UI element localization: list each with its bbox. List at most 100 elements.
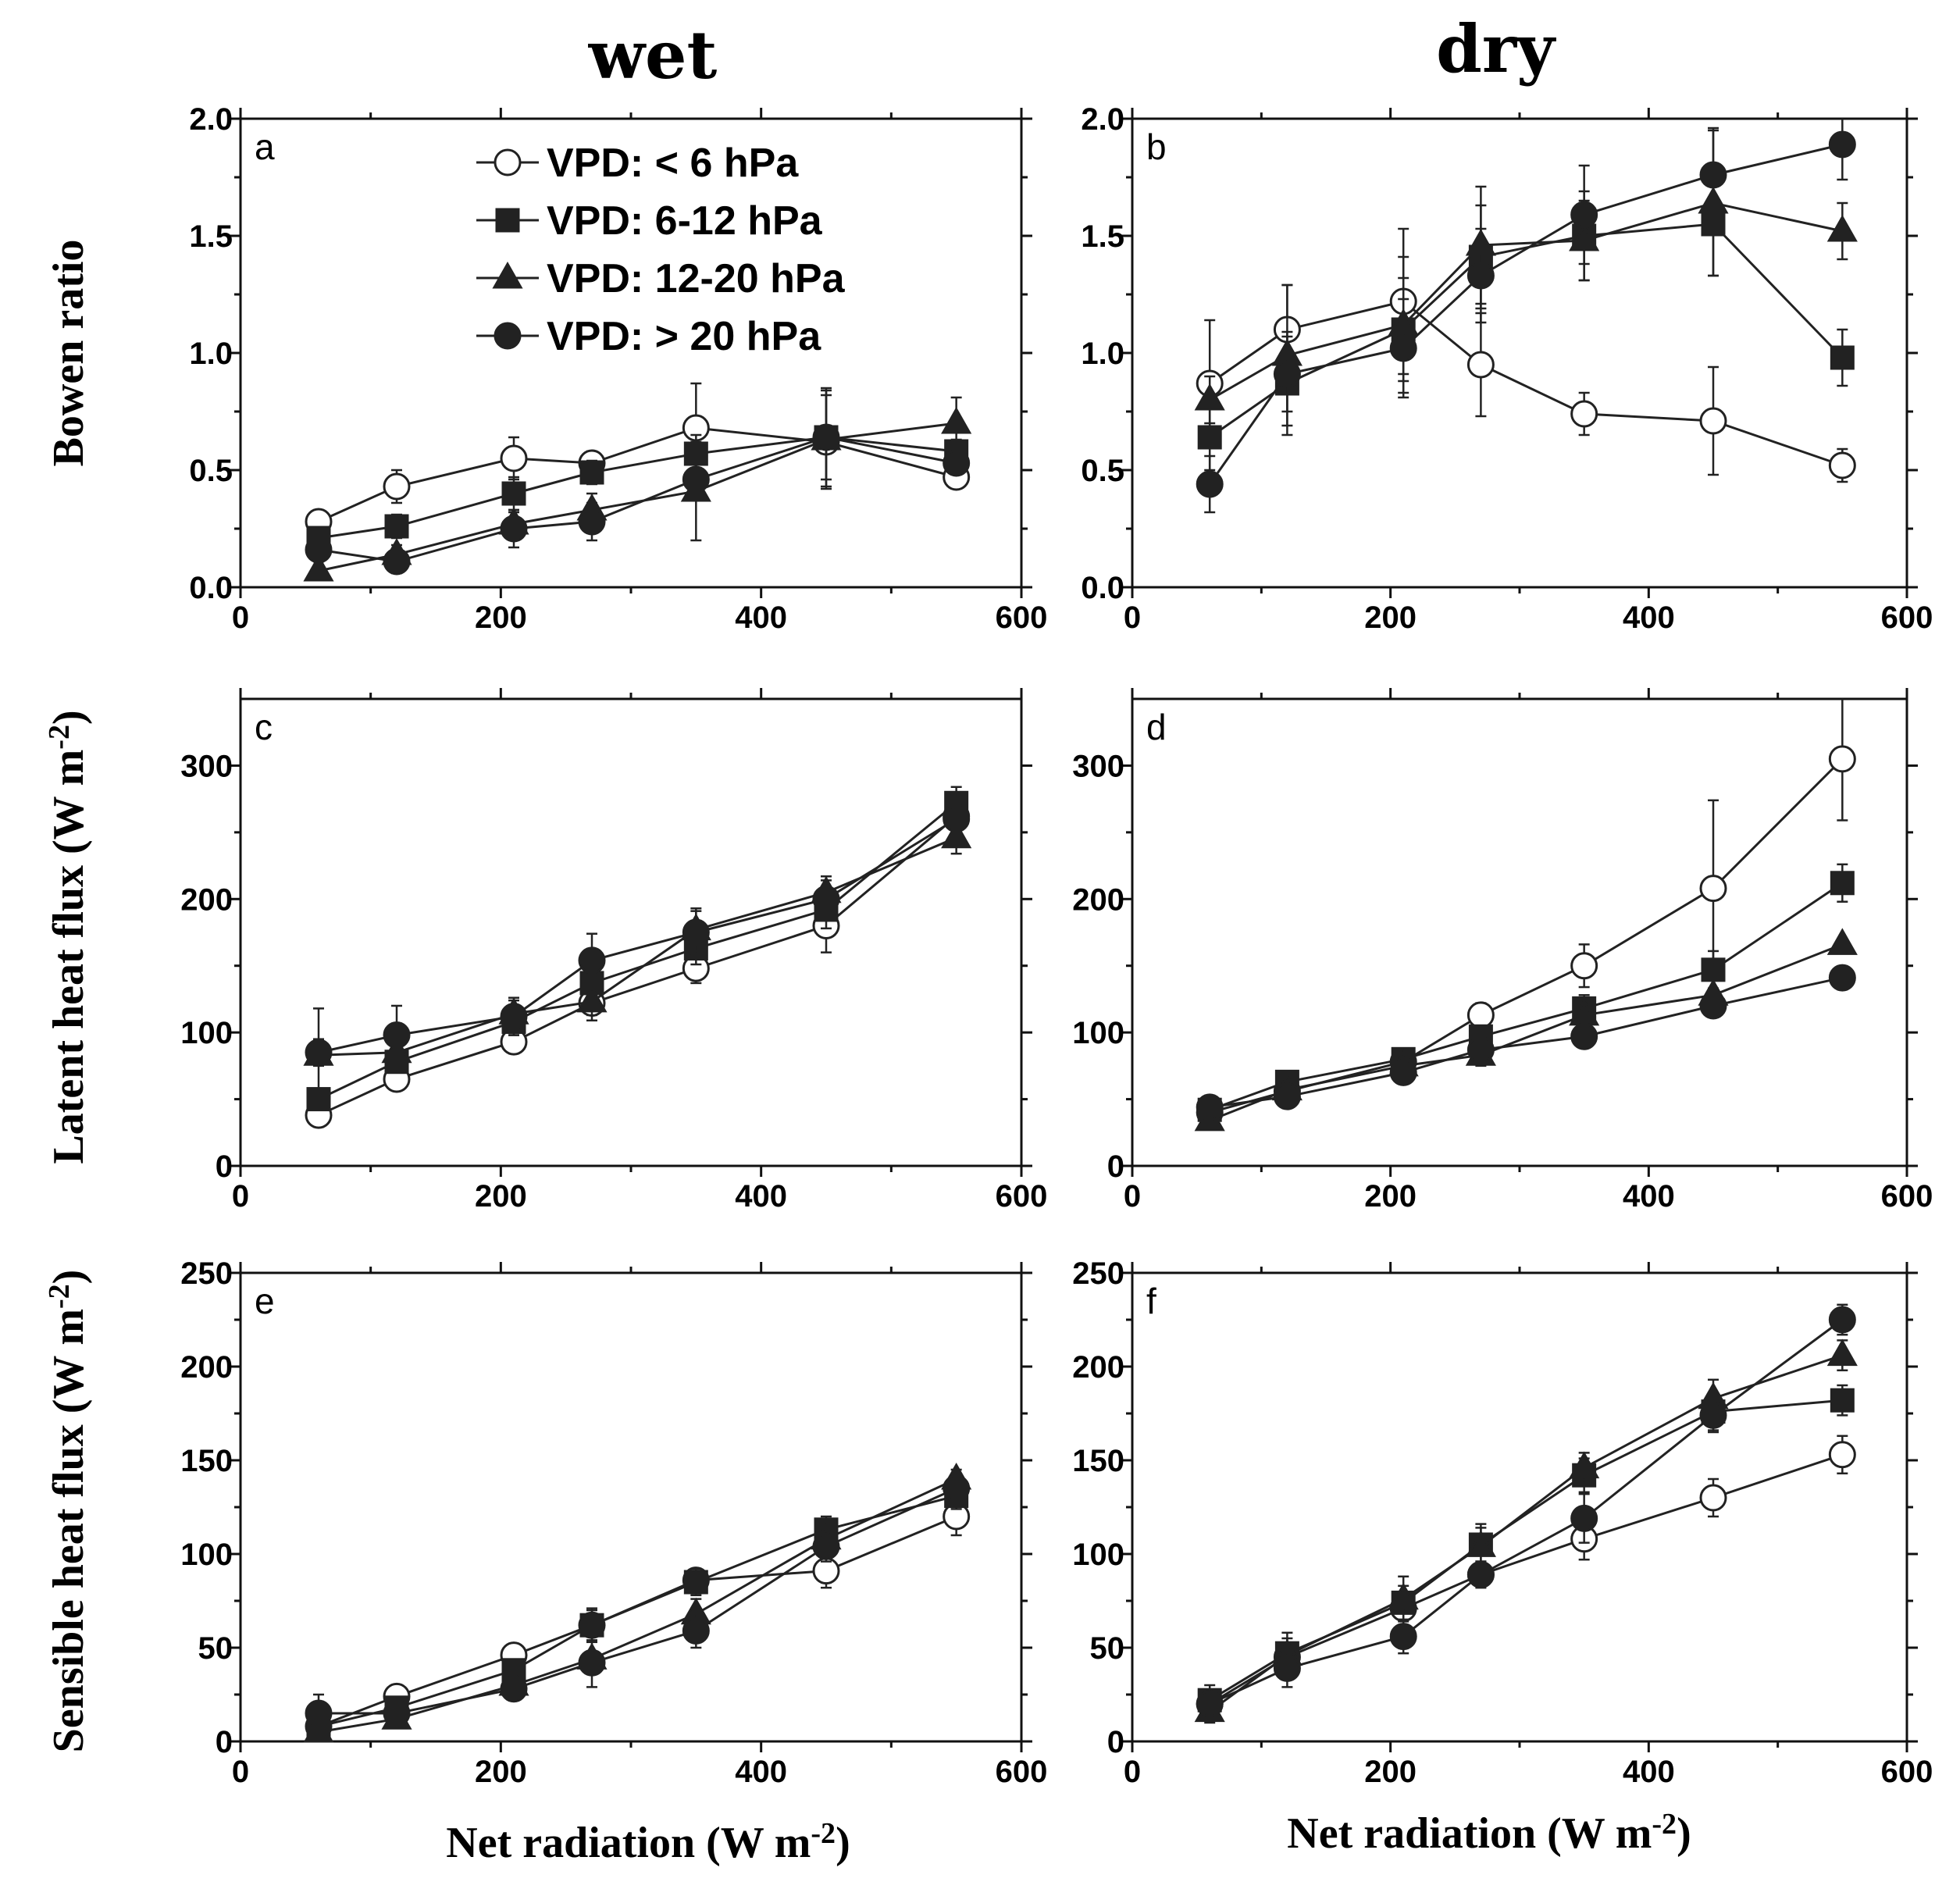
- series-line: [318, 422, 957, 572]
- data-point: [1828, 745, 1856, 773]
- series-line: [1209, 300, 1843, 467]
- data-point: [941, 406, 972, 434]
- panel-b: b 0 200 400 600 0.0 0.5 1.0 1.5 2.0: [1081, 102, 1933, 635]
- panel-letter-f: f: [1146, 1281, 1156, 1321]
- y-tick-label-a: 0.0: [189, 571, 233, 605]
- x-label-wet-text: Net radiation (W m: [446, 1819, 811, 1867]
- series-line: [318, 1515, 957, 1728]
- data-point: [383, 547, 411, 576]
- data-point: [683, 1570, 708, 1595]
- y-tick-label-a: 2.0: [189, 102, 233, 137]
- legend-item: VPD: 12-20 hPa: [476, 256, 846, 301]
- y-tick-label-c: 300: [180, 749, 233, 783]
- data-point: [1273, 1654, 1301, 1682]
- y-axis-label-bowen-ratio: Bowen ratio: [45, 240, 93, 467]
- legend-label: VPD: > 20 hPa: [547, 314, 821, 359]
- column-title-wet: wet: [588, 16, 718, 94]
- y-tick-label-b: 0.0: [1081, 571, 1124, 605]
- x-tick-label-c: 0: [232, 1179, 249, 1214]
- y-tick-label-e: 0: [216, 1725, 233, 1759]
- x-tick-label-b: 200: [1364, 601, 1417, 635]
- data-point: [1466, 1560, 1495, 1588]
- y-tick-label-d: 300: [1072, 749, 1124, 783]
- data-point: [1828, 451, 1856, 479]
- data-point: [1699, 1401, 1727, 1429]
- data-point: [1828, 130, 1856, 159]
- data-point: [1196, 1690, 1224, 1718]
- y-tick-label-d: 100: [1072, 1016, 1124, 1050]
- x-tick-label-f: 200: [1364, 1755, 1417, 1789]
- x-tick-label-f: 600: [1881, 1755, 1933, 1789]
- data-point: [1466, 351, 1495, 379]
- data-point: [1699, 161, 1727, 189]
- data-point: [1699, 407, 1727, 435]
- data-point: [1196, 470, 1224, 498]
- data-point: [682, 918, 710, 946]
- x-tick-label-c: 400: [735, 1179, 787, 1214]
- data-point: [1388, 1582, 1419, 1610]
- series-f-3: [1196, 1303, 1856, 1718]
- data-point: [500, 1003, 528, 1031]
- data-point: [941, 821, 972, 849]
- data-point: [303, 554, 334, 582]
- series-line: [318, 802, 957, 1100]
- series-line: [318, 436, 957, 563]
- data-point: [579, 460, 604, 485]
- x-label-dry-superscript: -2: [1652, 1808, 1677, 1841]
- data-point: [576, 985, 608, 1013]
- panel-letter-b: b: [1146, 127, 1167, 167]
- data-point: [943, 449, 971, 477]
- data-point: [1569, 1451, 1600, 1479]
- data-point: [500, 444, 528, 472]
- data-point: [578, 946, 606, 975]
- panel-e: e 0 200 400 600 0 50 100 150 200 250: [180, 1256, 1047, 1789]
- series-e-1: [306, 1481, 969, 1739]
- data-point: [500, 1675, 528, 1703]
- data-point: [1194, 383, 1225, 411]
- data-point: [1389, 334, 1417, 362]
- series-b-3: [1196, 119, 1856, 514]
- legend-item: VPD: 6-12 hPa: [476, 198, 823, 244]
- data-point: [1570, 201, 1598, 229]
- data-point: [1570, 1504, 1598, 1532]
- series-line: [1209, 757, 1844, 1114]
- legend: VPD: < 6 hPa VPD: 6-12 hPa VPD: 12-20 hPa V…: [476, 141, 846, 359]
- data-point: [1273, 360, 1301, 388]
- x-tick-label-b: 600: [1881, 601, 1933, 635]
- x-tick-label-f: 0: [1124, 1755, 1141, 1789]
- x-label-dry-close: ): [1677, 1809, 1691, 1858]
- x-tick-label-d: 200: [1364, 1179, 1417, 1214]
- x-axis-label-dry: Net radiation (W m-2): [1287, 1808, 1691, 1858]
- data-point: [1826, 214, 1858, 242]
- x-tick-label-c: 600: [996, 1179, 1048, 1214]
- legend-label: VPD: 6-12 hPa: [547, 198, 823, 244]
- y-axis-label-sensible-heat-flux: Sensible heat flux (W m-2): [43, 1270, 93, 1753]
- y-tick-label-f: 200: [1072, 1350, 1124, 1385]
- latent-label-text: Latent heat flux (W m: [45, 750, 93, 1164]
- data-point: [1826, 1338, 1858, 1367]
- y-tick-label-d: 200: [1072, 882, 1124, 917]
- legend-item: VPD: > 20 hPa: [476, 314, 821, 359]
- series-d-3: [1196, 964, 1856, 1121]
- data-point: [682, 1616, 710, 1645]
- series-line: [318, 836, 957, 1057]
- series-d-0: [1196, 699, 1856, 1127]
- data-point: [578, 1648, 606, 1677]
- y-tick-label-c: 200: [180, 882, 233, 917]
- x-tick-label-a: 200: [475, 601, 527, 635]
- data-point: [1828, 964, 1856, 992]
- series-line: [1209, 1453, 1843, 1705]
- y-tick-label-b: 1.0: [1081, 337, 1124, 371]
- series-a-1: [306, 387, 969, 551]
- y-tick-label-e: 50: [198, 1631, 233, 1666]
- y-tick-label-b: 2.0: [1081, 102, 1124, 137]
- data-point: [1570, 1022, 1598, 1050]
- data-point: [383, 1699, 411, 1727]
- data-point: [682, 465, 710, 494]
- x-tick-label-e: 600: [996, 1755, 1048, 1789]
- data-point: [1830, 871, 1855, 896]
- data-point: [1828, 1441, 1856, 1469]
- y-tick-label-a: 0.5: [189, 454, 233, 488]
- data-point: [383, 1021, 411, 1050]
